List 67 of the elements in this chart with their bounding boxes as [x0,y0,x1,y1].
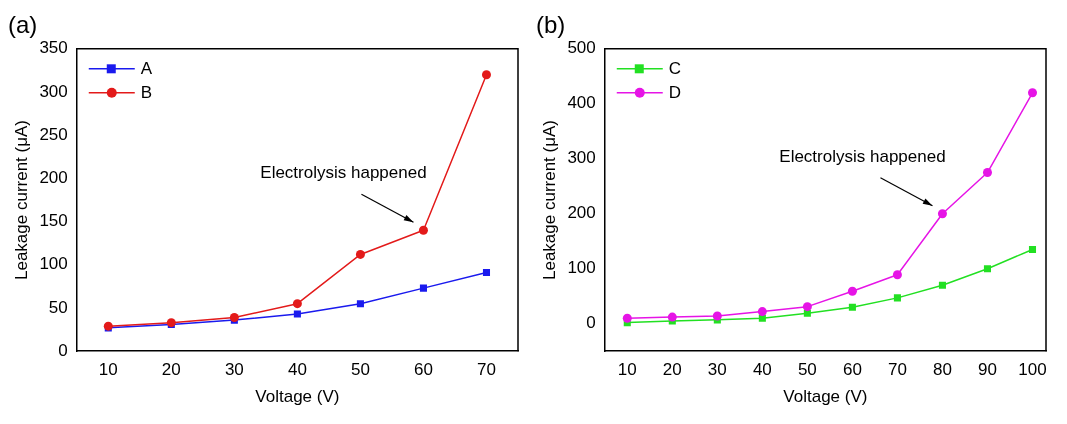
point [757,307,767,317]
legend-label: C [668,59,682,79]
point [982,168,992,178]
x-tick-label: 20 [161,360,181,380]
x-tick-label: 50 [797,360,817,380]
point [1028,245,1037,254]
y-tick-label: 100 [39,254,68,274]
x-tick-label: 30 [707,360,727,380]
point [419,284,427,292]
point [622,313,632,323]
x-tick-label: 10 [617,360,637,380]
point [758,314,766,322]
annotation: Electrolysis happened [260,163,427,183]
y-tick-label: 150 [39,211,68,231]
x-tick-label: 30 [224,360,244,380]
legend-label: D [668,83,682,103]
point [482,269,491,277]
point [356,300,364,308]
point [848,303,856,311]
point [802,302,812,312]
y-tick-label: 500 [567,38,596,58]
x-tick-label: 40 [752,360,772,380]
y-tick-label: 300 [39,81,68,101]
y-tick-label: 0 [58,340,68,360]
point [712,311,722,321]
point [667,312,677,322]
x-tick-label: 40 [287,360,307,380]
y-tick-label: 300 [567,148,596,168]
point [893,294,901,302]
chart-title: (a) [8,11,38,39]
x-tick-label: 20 [662,360,682,380]
y-tick-label: 200 [567,203,596,223]
x-tick-label: 90 [978,360,997,380]
point [937,209,947,219]
y-tick-label: 250 [39,124,68,144]
x-tick-label: 10 [98,360,118,380]
x-tick-label: 100 [1018,360,1047,380]
legend-label: A [140,59,153,79]
x-tick-label: 60 [842,360,862,380]
point [355,249,365,259]
point [1027,88,1037,98]
y-axis-title: Leakage current (μA) [11,119,31,281]
point [983,265,991,273]
x-tick-label: 70 [887,360,907,380]
point [481,70,491,80]
point [293,310,301,318]
y-tick-label: 400 [567,93,596,113]
x-tick-label: 80 [932,360,952,380]
y-tick-label: 350 [39,38,68,58]
x-tick-label: 60 [413,360,433,380]
chart-title: (b) [536,11,566,39]
point [847,286,857,296]
y-tick-label: 0 [586,313,596,333]
point [418,225,428,235]
x-tick-label: 70 [477,360,496,380]
annotation: Electrolysis happened [779,146,946,166]
x-axis-title: Voltage (V) [255,387,340,407]
point [892,270,902,280]
legend-label: B [140,83,153,103]
point [292,299,302,309]
y-tick-label: 100 [567,258,596,278]
x-axis-title: Voltage (V) [783,387,868,407]
y-axis-title: Leakage current (μA) [539,119,559,281]
y-tick-label: 50 [48,297,68,317]
point [938,281,946,289]
x-tick-label: 50 [350,360,370,380]
y-tick-label: 200 [39,168,68,188]
